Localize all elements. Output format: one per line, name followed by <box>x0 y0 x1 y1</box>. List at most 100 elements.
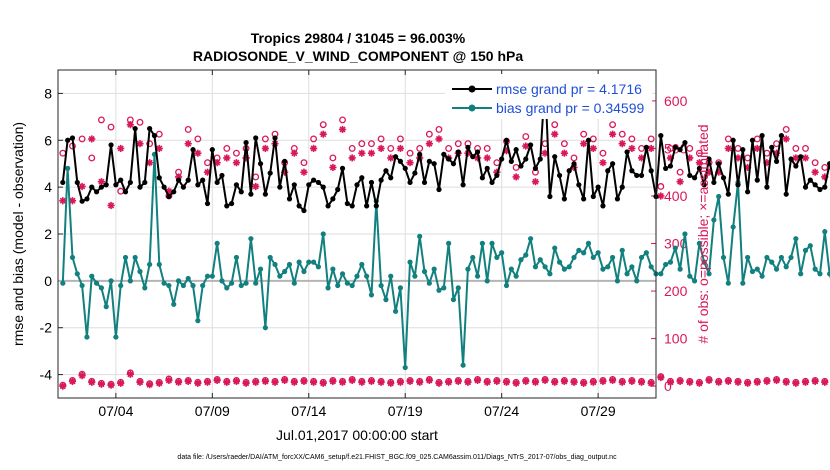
bias-point <box>291 280 297 286</box>
rmse-point <box>663 165 669 171</box>
rmse-point <box>730 137 736 143</box>
rmse-point <box>513 147 519 153</box>
bias-point <box>229 280 235 286</box>
bias-point <box>368 292 375 298</box>
obs-possible-marker <box>570 154 578 162</box>
rmse-point <box>720 175 727 181</box>
bias-point <box>605 264 611 270</box>
bias-point <box>725 280 731 286</box>
obs-assimilated-marker <box>628 377 636 385</box>
obs-assimilated-marker <box>146 381 154 389</box>
obs-assimilated-marker <box>541 376 549 385</box>
rmse-point <box>465 144 471 150</box>
rmse-point <box>368 179 375 186</box>
bias-point <box>667 259 674 265</box>
obs-assimilated-marker <box>801 378 810 386</box>
bias-point <box>69 254 76 261</box>
bias-point <box>552 245 558 251</box>
legend-bias-marker <box>468 104 476 112</box>
bias-point <box>89 273 95 279</box>
obs-assimilated-marker <box>223 378 231 386</box>
bias-point <box>426 280 432 286</box>
bias-point <box>494 254 500 261</box>
rmse-point <box>740 147 746 153</box>
bias-point <box>296 259 302 265</box>
rmse-point <box>494 172 500 179</box>
obs-assimilated-marker <box>811 168 819 176</box>
axes: 07/04 07/09 07/14 07/19 07/24 07/29 -4 -2 0 2 4 6 8 0… <box>40 70 688 419</box>
bias-point <box>243 280 249 286</box>
obs-possible-marker <box>551 121 559 129</box>
rmse-point <box>556 172 563 179</box>
bias-point <box>132 254 138 261</box>
bias-point <box>547 271 553 277</box>
obs-possible-marker <box>368 140 375 148</box>
plot-frame <box>57 69 657 399</box>
obs-assimilated-marker <box>68 197 77 205</box>
obs-assimilated-marker <box>464 378 472 386</box>
rmse-point <box>339 165 346 171</box>
bias-point <box>147 261 153 268</box>
rmse-point <box>711 179 717 186</box>
obs-assimilated-marker <box>165 376 173 385</box>
rmse-point <box>523 156 529 162</box>
bias-point <box>600 266 606 272</box>
obs-assimilated-marker <box>232 159 241 167</box>
x-tick-label: 07/04 <box>98 403 133 419</box>
bias-point <box>60 280 66 286</box>
obs-assimilated-marker <box>589 144 597 153</box>
obs-possible-marker <box>724 135 732 143</box>
bias-point <box>137 268 143 275</box>
rmse-point <box>219 172 225 179</box>
obs-assimilated-marker <box>493 377 501 385</box>
rmse-point <box>812 182 818 188</box>
rmse-point <box>648 168 654 174</box>
rmse-point <box>175 177 182 183</box>
x-tick-label: 07/14 <box>291 403 326 419</box>
obs-assimilated-marker <box>338 125 347 134</box>
rmse-point <box>166 193 172 200</box>
bias-point <box>267 254 273 261</box>
y-tick-label-left: -2 <box>40 320 53 336</box>
obs-assimilated-marker <box>686 378 694 386</box>
rmse-point <box>364 203 370 209</box>
rmse-point <box>214 179 220 186</box>
bias-point <box>508 266 514 272</box>
bias-point <box>349 282 355 289</box>
obs-assimilated-marker <box>97 178 106 186</box>
obs-assimilated-marker <box>300 377 308 385</box>
obs-assimilated-marker <box>155 144 163 153</box>
obs-possible-marker <box>78 135 86 143</box>
rmse-point <box>658 133 664 139</box>
bias-point <box>248 236 254 242</box>
obs-possible-marker <box>560 140 568 148</box>
obs-possible-marker <box>358 140 366 148</box>
obs-assimilated-marker <box>686 154 694 162</box>
rmse-point <box>272 135 278 141</box>
bias-point <box>190 282 196 289</box>
y-tick-label-left: -4 <box>40 367 53 383</box>
bias-point <box>364 273 370 279</box>
obs-assimilated-marker <box>551 378 559 386</box>
rmse-point <box>537 156 543 162</box>
rmse-point <box>69 135 76 141</box>
obs-assimilated-marker <box>637 378 646 386</box>
rmse-point <box>335 186 341 193</box>
obs-assimilated-marker <box>300 168 308 176</box>
rmse-point <box>267 170 273 176</box>
rmse-point <box>277 184 283 190</box>
obs-assimilated-marker <box>454 377 462 385</box>
bias-point <box>711 217 717 223</box>
obs-assimilated-marker <box>666 378 675 386</box>
rmse-point <box>200 177 206 183</box>
obs-possible-marker <box>377 135 385 143</box>
rmse-point <box>484 165 490 171</box>
rmse-point <box>421 179 428 186</box>
rmse-point <box>629 168 635 174</box>
obs-possible-marker <box>676 168 684 176</box>
rmse-point <box>156 175 162 181</box>
obs-assimilated-marker <box>406 377 414 385</box>
obs-assimilated-marker <box>146 159 154 167</box>
rmse-point <box>696 165 703 171</box>
obs-assimilated-marker <box>78 182 86 191</box>
